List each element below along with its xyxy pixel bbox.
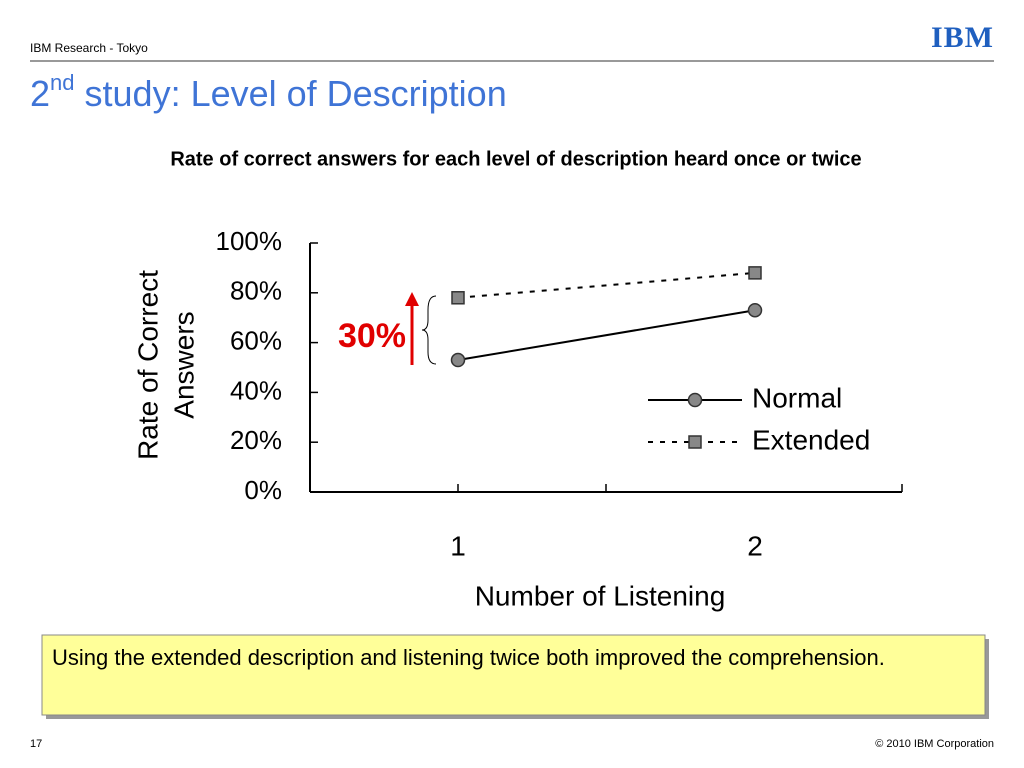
chart-title: Rate of correct answers for each level o… <box>170 148 861 170</box>
series-line <box>457 309 756 362</box>
slide-title: 2nd study: Level of Description <box>30 70 507 114</box>
point <box>451 291 465 305</box>
title-main: 2 <box>30 73 50 114</box>
x-tick-label: 2 <box>747 530 763 561</box>
y-tick-label: 60% <box>230 325 282 355</box>
brace <box>421 295 437 365</box>
legend-marker <box>687 392 703 408</box>
logo: IBM <box>931 21 994 54</box>
callout-box <box>41 634 986 716</box>
plot: 0% 20% 40% 60% 80% 100% 1 2 Number of Listening R… <box>132 226 903 611</box>
callout-text: Using the extended description and liste… <box>52 645 885 670</box>
point <box>450 352 466 368</box>
point <box>747 302 763 318</box>
title-rest: study: Level of Description <box>75 73 507 114</box>
copyright: © 2010 IBM Corporation <box>875 738 994 750</box>
y-tick-label: 100% <box>216 226 283 256</box>
page-number: 17 <box>30 738 42 750</box>
series-line <box>457 271 756 299</box>
legend-label: Normal <box>752 382 842 413</box>
arrow-head <box>405 292 419 306</box>
annotation: 30% <box>338 317 406 355</box>
callout: Using the extended description and liste… <box>52 645 885 670</box>
legend-marker <box>688 435 702 449</box>
title-sup: nd <box>50 70 74 95</box>
y-tick-label: 40% <box>230 375 282 405</box>
legend-label: Extended <box>752 424 870 455</box>
y-tick-label: 20% <box>230 425 282 455</box>
header: IBM Research - Tokyo <box>30 41 148 55</box>
x-axis-label: Number of Listening <box>475 580 726 611</box>
point <box>748 266 762 280</box>
y-tick-label: 80% <box>230 276 282 306</box>
y-axis-label: Rate of Correct <box>132 270 163 460</box>
x-tick-label: 1 <box>450 530 466 561</box>
y-axis-label: Answers <box>168 311 199 418</box>
y-tick-label: 0% <box>244 475 282 505</box>
